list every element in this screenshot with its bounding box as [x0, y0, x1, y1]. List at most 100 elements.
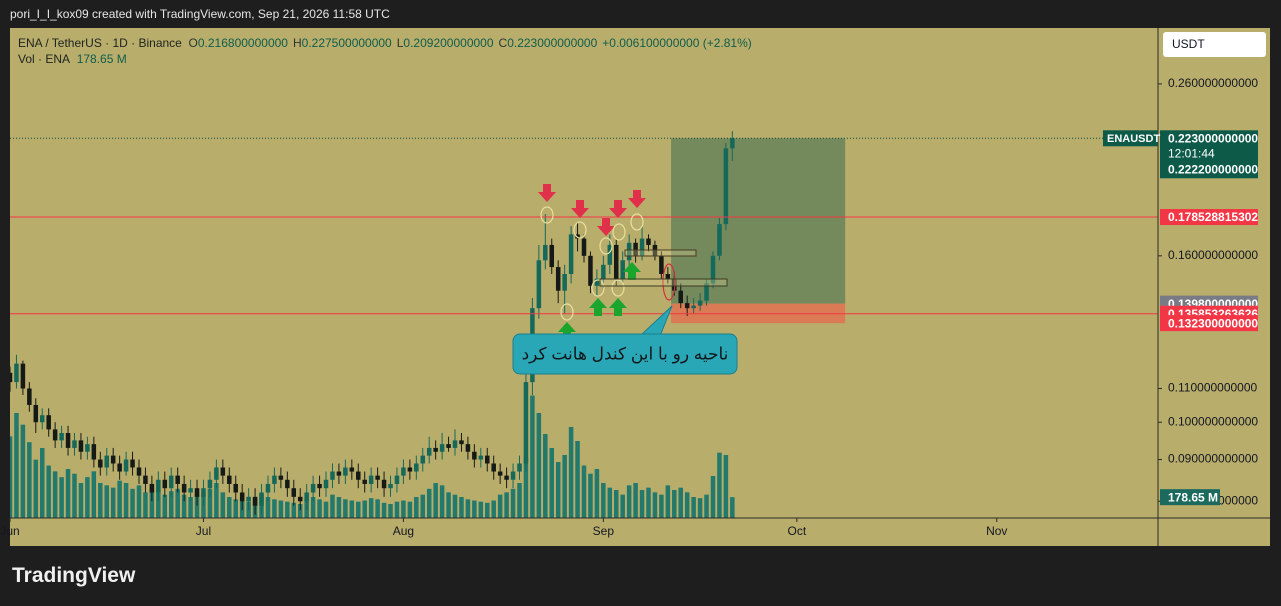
candle-body [52, 429, 58, 441]
candle-body [349, 467, 355, 472]
volume-bar [601, 483, 606, 518]
credit: pori_I_I_kox09 created with TradingView.… [10, 7, 390, 21]
volume-bar [143, 492, 148, 518]
volume-bar [665, 485, 671, 518]
price-labels: 0.1785288153020.1398000000000.1358532636… [1103, 130, 1258, 506]
volume-label: 178.65 M [1168, 490, 1218, 504]
volume-bar [691, 497, 696, 518]
level-label: 0.132300000000 [1168, 316, 1258, 330]
volume-bar [607, 487, 613, 518]
volume-bar [394, 501, 400, 518]
candle-body [317, 483, 322, 489]
volume-bar [207, 488, 213, 518]
candle-body [439, 444, 445, 452]
candle-body [91, 444, 97, 460]
candle-body [697, 300, 703, 306]
candle-body [691, 305, 696, 309]
candle-body [227, 475, 232, 484]
ellipse [630, 213, 644, 231]
candle-body [356, 471, 361, 480]
candle-body [27, 388, 32, 405]
candle-body [33, 404, 39, 423]
arrow [589, 298, 607, 316]
candle-body [291, 488, 297, 497]
arrow [628, 190, 646, 208]
ellipse [573, 221, 587, 239]
volume-bar [704, 494, 709, 518]
x-tick-label: Jun [0, 524, 19, 538]
y-tick-label: 0.100000000000 [1168, 414, 1258, 428]
candle-body [414, 463, 419, 472]
volume-label-box [1160, 489, 1220, 506]
volume-bar [504, 492, 509, 518]
last-price-box [1160, 130, 1258, 179]
volume-bar [356, 501, 361, 518]
ellipse [612, 223, 626, 241]
candle-body [388, 483, 393, 489]
candle-body [162, 479, 168, 489]
candle-body [381, 479, 387, 489]
candle-body [646, 238, 651, 245]
candle-body [272, 475, 277, 484]
volume-bar [156, 490, 161, 518]
candle-body [14, 363, 19, 383]
x-tick-label: Oct [787, 524, 806, 538]
zone-box [624, 249, 697, 257]
candle-body [265, 483, 271, 493]
volume-bar [491, 500, 496, 518]
candle-body [304, 492, 309, 502]
candle-body [549, 244, 555, 268]
change: +0.006100000000 (+2.81%) [602, 36, 752, 50]
candle-body [39, 415, 45, 423]
candle-body [575, 234, 580, 239]
volume-bar [710, 476, 716, 518]
candle-body [588, 255, 593, 286]
candle-body [478, 455, 484, 460]
candle-body [704, 283, 709, 301]
candle-body [555, 267, 561, 291]
level-label-box [1160, 209, 1258, 226]
candle-body [10, 372, 13, 383]
candle-body [465, 444, 471, 452]
logo: TradingView [12, 564, 136, 587]
symbol-tag: ENAUSDT [1107, 133, 1160, 145]
volume-bar [465, 499, 471, 518]
currency-button[interactable]: USDT [1163, 32, 1266, 57]
volume-bar [14, 413, 19, 518]
symbol: ENA / TetherUS · 1D · Binance [18, 36, 182, 50]
volume-bar [310, 497, 316, 518]
volume-bar [730, 497, 735, 518]
volume-bar [123, 483, 129, 518]
volume-bar [672, 490, 677, 518]
candle-body [613, 244, 619, 279]
candle-body [368, 475, 374, 484]
candle-body [407, 467, 413, 472]
ellipse [540, 206, 554, 224]
candle-body [233, 483, 238, 493]
arrow [538, 184, 556, 202]
chart-background [10, 28, 1270, 546]
candle-body [362, 479, 367, 484]
candle-body [491, 463, 496, 472]
symbol-tag-box [1103, 130, 1158, 147]
volume-bar [181, 494, 187, 518]
candle-body [452, 440, 458, 448]
volume-bar [626, 485, 632, 518]
ohlc-value: 0.209200000000 [403, 36, 494, 50]
highlights [540, 206, 676, 321]
candle-body [168, 475, 174, 489]
ohlc-value: 0.227500000000 [301, 36, 392, 50]
zone-box [599, 278, 728, 287]
candle-body [678, 290, 683, 304]
volume-bar [65, 469, 71, 518]
y-tick-label: 0.260000000000 [1168, 76, 1258, 90]
candle-body [497, 471, 503, 476]
ellipse [591, 279, 605, 297]
candle-body [626, 242, 632, 261]
volume-bar [568, 427, 574, 518]
ohlc-key: O [188, 36, 198, 50]
candle-body [194, 488, 200, 497]
candle-body [246, 496, 251, 502]
candle-body [310, 483, 316, 493]
volume-bar [439, 485, 445, 518]
